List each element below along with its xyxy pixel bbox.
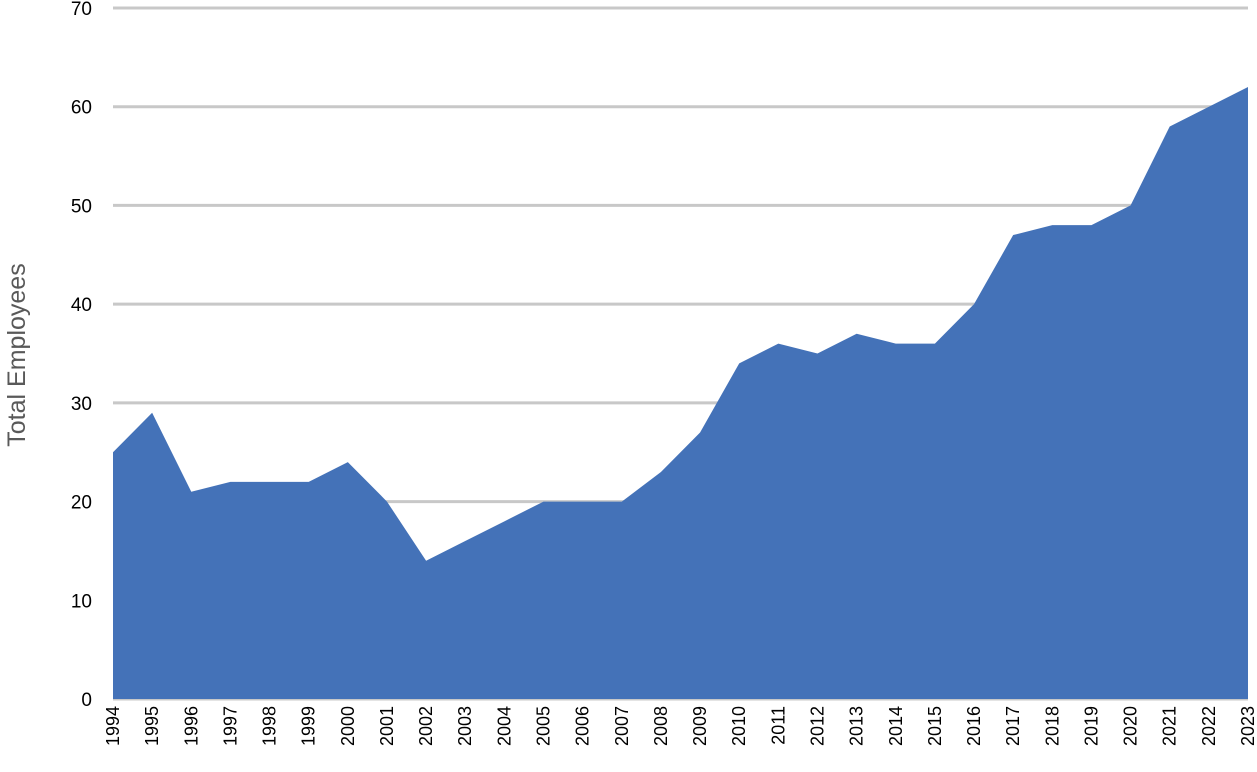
x-tick-label: 2002 [416, 706, 436, 746]
x-tick-label: 2012 [807, 706, 827, 746]
x-tick-label: 1997 [220, 706, 240, 746]
x-tick-label: 1996 [181, 706, 201, 746]
area-fill [113, 86, 1248, 699]
x-tick-label: 2001 [377, 706, 397, 746]
x-tick-label: 2023 [1238, 706, 1257, 746]
x-tick-label: 2015 [925, 706, 945, 746]
x-tick-label: 2000 [338, 706, 358, 746]
x-tick-label: 2004 [494, 706, 514, 746]
x-tick-label: 1995 [142, 706, 162, 746]
y-tick-label: 40 [71, 295, 92, 316]
x-tick-label: 2007 [612, 706, 632, 746]
y-tick-label: 10 [71, 591, 92, 612]
x-tick-label: 1994 [103, 706, 123, 746]
x-tick-label: 2010 [729, 706, 749, 746]
y-tick-label: 0 [81, 690, 92, 711]
x-tick-label: 2016 [964, 706, 984, 746]
y-tick-label: 70 [71, 0, 92, 20]
x-tick-label: 1999 [299, 706, 319, 746]
x-tick-label: 2005 [534, 706, 554, 746]
y-axis-label: Total Employees [3, 263, 31, 446]
x-tick-label: 2019 [1081, 706, 1101, 746]
x-tick-label: 2013 [847, 706, 867, 746]
x-tick-label: 2009 [690, 706, 710, 746]
x-tick-label: 2022 [1199, 706, 1219, 746]
x-tick-label: 2018 [1042, 706, 1062, 746]
x-tick-label: 2014 [886, 706, 906, 746]
y-tick-label: 20 [71, 493, 92, 514]
area-series [113, 86, 1248, 699]
x-tick-label: 2011 [768, 706, 788, 745]
x-tick-label: 2008 [651, 706, 671, 746]
x-tick-label: 2003 [455, 706, 475, 746]
y-tick-label: 50 [71, 196, 92, 217]
y-tick-label: 30 [71, 394, 92, 415]
x-tick-label: 2020 [1121, 706, 1141, 746]
x-tick-label: 2006 [573, 706, 593, 746]
x-tick-label: 2021 [1160, 706, 1180, 746]
y-tick-label: 60 [71, 98, 92, 119]
x-axis-ticks: 1994 1995 1996 1997 1998 1999 2000 2001 2002 2003… [103, 706, 1257, 746]
y-axis-ticks: 0 10 20 30 40 50 60 70 [71, 0, 92, 711]
x-tick-label: 1998 [260, 706, 280, 746]
x-tick-label: 2017 [1003, 706, 1023, 746]
